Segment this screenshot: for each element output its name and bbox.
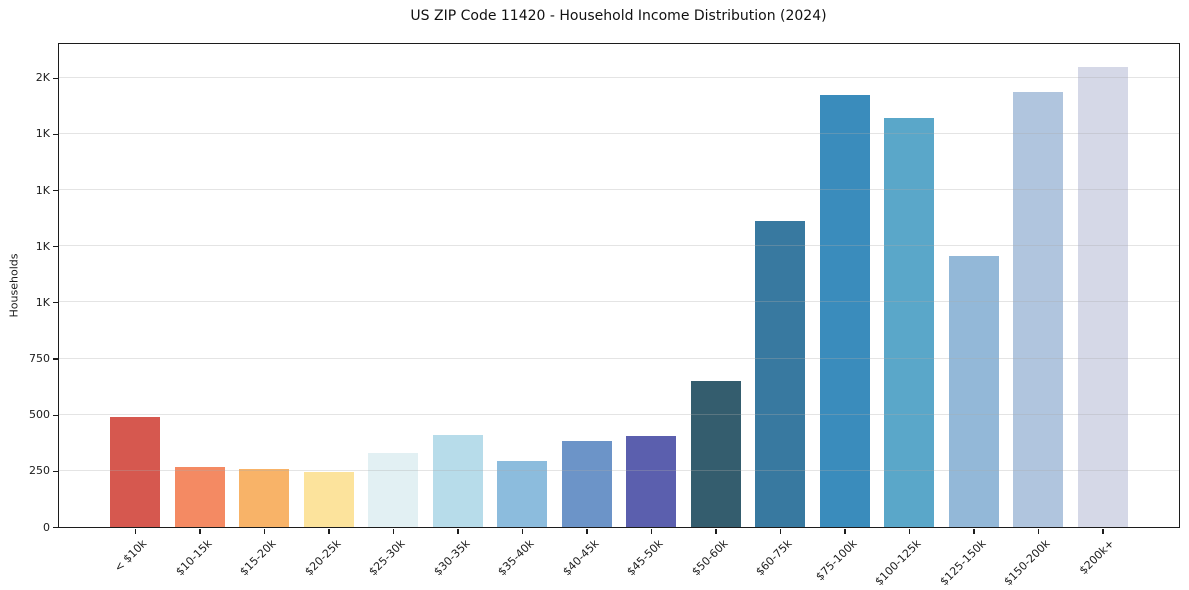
bar-$20-25k bbox=[303, 471, 354, 527]
x-tick-label-$30-35k: $30-35k bbox=[430, 537, 473, 579]
y-tick-mark bbox=[53, 246, 58, 248]
bar-< $10k bbox=[110, 417, 160, 527]
bar-$45-50k bbox=[626, 436, 676, 527]
x-tick-label-$40-45k: $40-45k bbox=[559, 537, 602, 579]
gridline-1500 bbox=[59, 189, 1179, 191]
x-tick-label-$100-125k: $100-125k bbox=[872, 537, 924, 589]
bar-$125-150k bbox=[948, 255, 999, 527]
y-tick-mark bbox=[53, 189, 58, 192]
y-tick-label: 2K bbox=[35, 71, 50, 85]
x-tick-label-$45-50k: $45-50k bbox=[624, 537, 666, 579]
y-axis-label: Households bbox=[7, 253, 21, 318]
gridline-500 bbox=[59, 413, 1179, 415]
x-tick-label-$25-30k: $25-30k bbox=[366, 537, 408, 579]
x-tick-mark bbox=[457, 528, 459, 534]
x-tick-label-$150-200k: $150-200k bbox=[1001, 537, 1053, 589]
gridline-1250 bbox=[59, 245, 1179, 247]
x-tick-mark bbox=[263, 528, 266, 534]
y-tick-mark bbox=[53, 133, 58, 135]
gridline-1750 bbox=[59, 132, 1179, 134]
y-tick-label: 250 bbox=[29, 464, 50, 478]
bar-$40-45k bbox=[561, 440, 612, 527]
x-tick-mark bbox=[328, 528, 330, 534]
x-tick-label-$60-75k: $60-75k bbox=[753, 537, 795, 579]
x-tick-mark bbox=[1102, 528, 1104, 534]
y-tick-label: 1K bbox=[35, 127, 50, 141]
x-tick-mark bbox=[199, 528, 201, 534]
y-tick-mark bbox=[53, 302, 58, 304]
gridline-1000 bbox=[59, 301, 1179, 303]
x-tick-mark bbox=[521, 528, 524, 534]
bar-$50-60k bbox=[690, 381, 741, 527]
x-tick-mark bbox=[134, 528, 137, 534]
x-tick-label-$75-100k: $75-100k bbox=[812, 537, 860, 584]
y-tick-mark bbox=[53, 414, 58, 416]
bar-$10-15k bbox=[174, 466, 225, 527]
bar-$100-125k bbox=[884, 117, 934, 527]
y-tick-mark bbox=[53, 470, 58, 472]
y-tick-label: 750 bbox=[29, 352, 50, 365]
y-tick-mark bbox=[53, 77, 58, 79]
x-tick-mark bbox=[908, 528, 911, 534]
y-tick-label: 0 bbox=[43, 520, 50, 534]
bar-$35-40k bbox=[497, 460, 547, 527]
x-tick-mark bbox=[779, 528, 782, 534]
gridline-250 bbox=[59, 469, 1179, 471]
y-tick-label: 1K bbox=[35, 183, 50, 197]
x-tick-mark bbox=[844, 528, 846, 534]
x-tick-label-$15-20k: $15-20k bbox=[237, 537, 279, 579]
x-tick-mark bbox=[586, 528, 588, 534]
y-tick-label: 1K bbox=[35, 295, 50, 309]
bar-$60-75k bbox=[755, 220, 805, 527]
x-tick-mark bbox=[715, 528, 717, 534]
x-tick-label-< $10k: < $10k bbox=[112, 537, 150, 575]
x-tick-mark bbox=[392, 528, 395, 534]
y-tick-mark bbox=[53, 358, 58, 360]
gridline-2000 bbox=[59, 76, 1179, 78]
y-tick-mark bbox=[53, 526, 58, 529]
x-tick-label-$200k+: $200k+ bbox=[1077, 537, 1118, 578]
x-tick-mark bbox=[650, 528, 653, 534]
chart-title: US ZIP Code 11420 - Household Income Dis… bbox=[410, 8, 827, 24]
x-tick-label-$20-25k: $20-25k bbox=[301, 537, 344, 579]
bar-$75-100k bbox=[819, 95, 870, 527]
plot-area bbox=[58, 43, 1180, 528]
bar-$15-20k bbox=[239, 468, 289, 527]
x-tick-label-$10-15k: $10-15k bbox=[172, 537, 215, 579]
x-tick-label-$35-40k: $35-40k bbox=[495, 537, 537, 579]
x-tick-label-$125-150k: $125-150k bbox=[937, 537, 989, 589]
gridline-750 bbox=[59, 357, 1179, 359]
x-tick-mark bbox=[1037, 528, 1040, 534]
bar-$25-30k bbox=[368, 453, 418, 527]
y-tick-label: 500 bbox=[29, 408, 50, 422]
bar-$150-200k bbox=[1013, 91, 1063, 527]
bar-$30-35k bbox=[432, 435, 483, 527]
x-tick-mark bbox=[973, 528, 975, 534]
x-tick-label-$50-60k: $50-60k bbox=[688, 537, 731, 579]
bar-$200k+ bbox=[1077, 67, 1128, 527]
y-tick-label: 1K bbox=[35, 239, 50, 253]
